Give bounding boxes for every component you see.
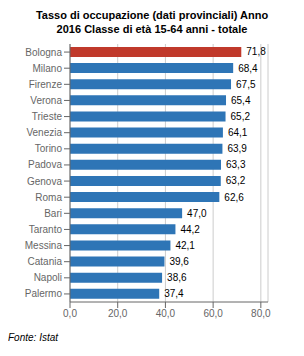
svg-text:Roma: Roma [35,192,62,203]
svg-text:Venezia: Venezia [26,127,62,138]
svg-text:Firenze: Firenze [29,79,63,90]
svg-text:Messina: Messina [25,240,63,251]
svg-text:Padova: Padova [28,159,62,170]
svg-text:64,1: 64,1 [228,127,248,138]
svg-text:Taranto: Taranto [29,224,63,235]
svg-text:37,4: 37,4 [164,288,184,299]
svg-text:Napoli: Napoli [34,272,62,283]
svg-text:Trieste: Trieste [32,111,63,122]
svg-text:Palermo: Palermo [25,288,63,299]
svg-text:65,2: 65,2 [231,111,251,122]
svg-text:0,0: 0,0 [63,308,77,319]
svg-text:Bari: Bari [44,208,62,219]
html-text:Tasso di occupazione (dati pro: Tasso di occupazione (dati provinciali) … [35,9,269,35]
svg-text:63,9: 63,9 [227,143,247,154]
svg-text:68,4: 68,4 [238,63,258,74]
svg-text:38,6: 38,6 [167,272,187,283]
svg-text:Genova: Genova [27,176,62,187]
svg-text:Catania: Catania [28,256,63,267]
svg-text:Verona: Verona [30,95,62,106]
svg-text:20,0: 20,0 [108,308,128,319]
svg-text:40,0: 40,0 [156,308,176,319]
svg-text:80,0: 80,0 [251,308,271,319]
svg-text:39,6: 39,6 [169,256,189,267]
svg-text:47,0: 47,0 [187,208,207,219]
html-text:Fonte: Istat: Fonte: Istat [8,332,58,343]
svg-text:71,8: 71,8 [246,46,266,57]
svg-text:63,3: 63,3 [226,159,246,170]
svg-text:Milano: Milano [33,63,63,74]
svg-text:63,2: 63,2 [226,175,246,186]
svg-text:Torino: Torino [35,143,63,154]
svg-text:60,0: 60,0 [203,308,223,319]
svg-text:62,6: 62,6 [224,192,244,203]
svg-text:44,2: 44,2 [180,224,200,235]
svg-text:42,1: 42,1 [175,240,195,251]
svg-text:65,4: 65,4 [231,95,251,106]
svg-text:67,5: 67,5 [236,79,256,90]
svg-text:Bologna: Bologna [25,47,62,58]
